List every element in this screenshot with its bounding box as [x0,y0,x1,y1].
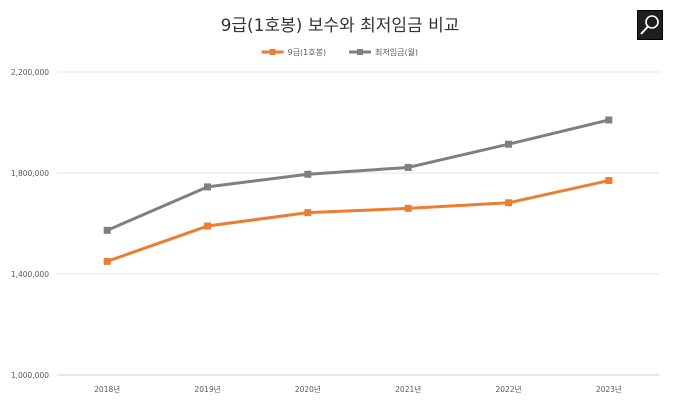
data-point [505,199,512,207]
series-line [105,179,611,263]
x-axis: 2018년 2019년 2020년 2021년 2022년 2023년 [94,384,622,394]
x-tick-label: 2022년 [496,384,522,394]
y-axis: 1,000,000 1,400,000 1,800,000 2,200,000 [11,68,49,380]
series-group [103,116,613,265]
x-tick-label: 2019년 [195,384,221,394]
legend-label: 최저임금(월) [375,47,418,57]
x-tick-label: 2018년 [94,384,120,394]
data-point [204,222,211,230]
y-tick-label: 1,400,000 [11,270,49,279]
legend-marker [269,49,276,55]
chart-title: 9급(1호봉) 보수와 최저임금 비교 [221,16,460,36]
series-line [105,118,611,232]
legend-item-1: 9급(1호봉) [261,48,327,57]
zoom-button[interactable] [637,10,663,40]
data-point [505,140,512,148]
data-point [404,204,412,212]
x-tick-label: 2023년 [596,384,622,394]
legend-item-2: 최저임금(월) [349,47,418,57]
y-tick-label: 2,200,000 [11,68,49,77]
data-point [605,116,613,124]
data-point [204,183,211,191]
grid-lines [57,71,659,376]
data-point [304,170,312,178]
x-tick-label: 2020년 [295,384,321,394]
legend-marker [357,49,363,55]
data-point [103,257,111,265]
y-tick-label: 1,000,000 [11,371,49,380]
series-1 [103,177,613,265]
data-point [605,177,613,185]
legend: 9급(1호봉) 최저임금(월) [261,47,418,57]
data-point [404,163,412,171]
magnifier-icon [640,15,659,35]
data-point [103,226,111,234]
y-tick-label: 1,800,000 [11,169,49,178]
x-tick-label: 2021년 [395,384,421,394]
series-2 [103,116,613,234]
data-point [304,209,312,217]
legend-label: 9급(1호봉) [288,48,327,57]
